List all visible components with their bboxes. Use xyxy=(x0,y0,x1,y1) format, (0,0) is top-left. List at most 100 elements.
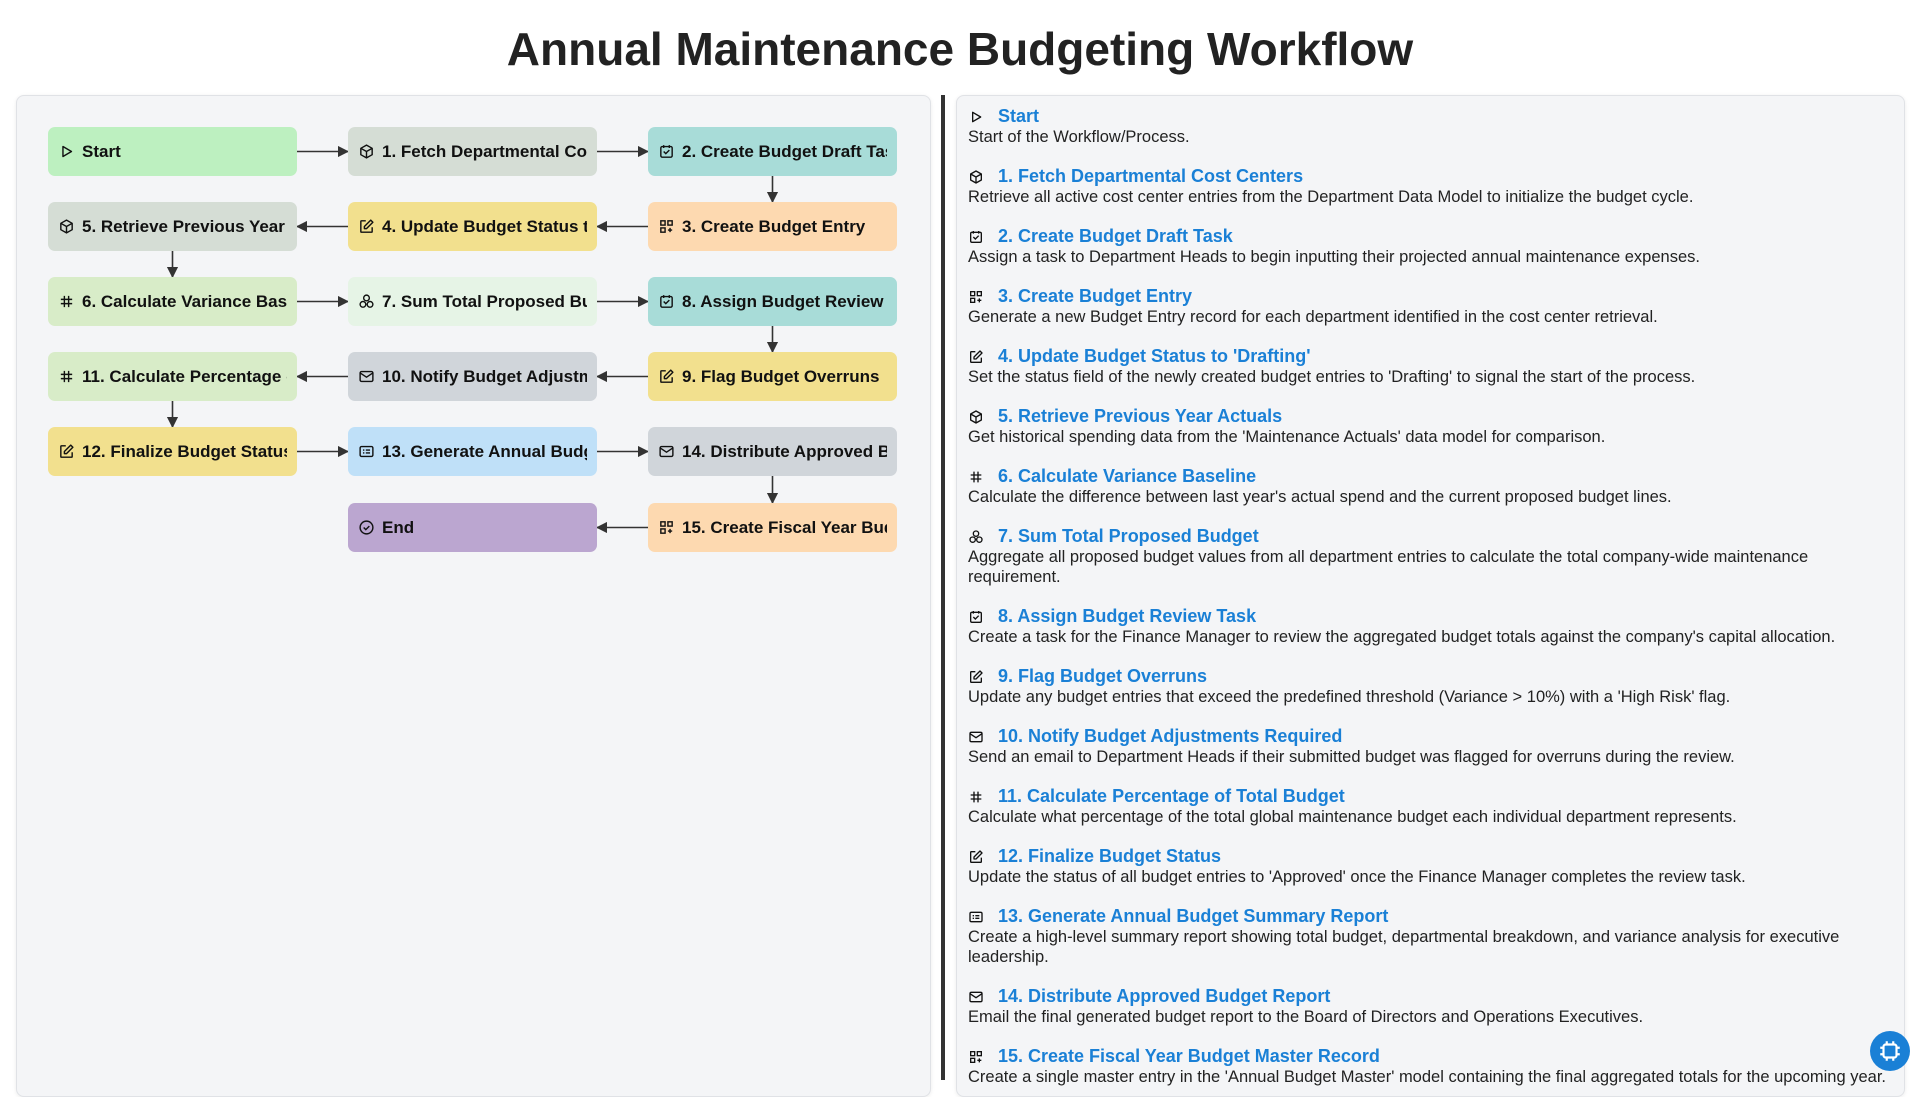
workflow-node: 5. Retrieve Previous Year Actuals xyxy=(48,202,297,251)
icon xyxy=(359,294,374,308)
icon-part xyxy=(969,535,976,543)
step-title: 13. Generate Annual Budget Summary Repor… xyxy=(998,906,1389,926)
step-title: 14. Distribute Approved Budget Report xyxy=(998,986,1331,1006)
step-description: Send an email to Department Heads if the… xyxy=(968,748,1735,766)
step-title-row: 12. Finalize Budget Status xyxy=(968,846,1892,867)
divider xyxy=(941,95,945,1080)
workflow-node: Start xyxy=(48,127,297,176)
step-title-row: 14. Distribute Approved Budget Report xyxy=(968,986,1892,1007)
icon xyxy=(969,731,983,742)
step-item: 12. Finalize Budget Status Update the sta… xyxy=(968,846,1892,887)
page-title: Annual Maintenance Budgeting Workflow xyxy=(506,23,1414,75)
step-item: 1. Fetch Departmental Cost Centers Retrie… xyxy=(968,166,1892,207)
icon xyxy=(60,295,73,308)
workflow-node: 3. Create Budget Entry xyxy=(648,202,897,251)
icon-part xyxy=(660,528,666,534)
icon-part xyxy=(660,370,673,383)
icon-part xyxy=(970,611,982,623)
step-description: Create a single master entry in the 'Ann… xyxy=(968,1068,1887,1086)
step-item: 9. Flag Budget Overruns Update any budget… xyxy=(968,666,1892,707)
icon-part xyxy=(363,219,374,230)
icon-part xyxy=(660,521,666,527)
icon xyxy=(970,230,982,243)
step-description: Aggregate all proposed budget values fro… xyxy=(968,548,1809,586)
icon-part xyxy=(659,447,674,454)
icon xyxy=(660,220,673,233)
icon-part xyxy=(359,372,374,379)
icon-part xyxy=(60,295,73,308)
step-description: Get historical spending data from the 'M… xyxy=(968,428,1606,446)
step-title: 11. Calculate Percentage of Total Budget xyxy=(998,786,1345,806)
workflow-node: 9. Flag Budget Overruns xyxy=(648,352,897,401)
step-title: 1. Fetch Departmental Cost Centers xyxy=(998,166,1304,186)
node-label: 1. Fetch Departmental Cost Centers xyxy=(382,141,587,161)
node-label: Start xyxy=(82,141,121,161)
icon-part xyxy=(977,1057,982,1062)
icon-part xyxy=(60,370,73,383)
icon xyxy=(60,444,74,458)
assistant-button[interactable] xyxy=(1870,1031,1910,1071)
icon-part xyxy=(660,295,673,308)
icon xyxy=(970,471,982,482)
workflow-node: 15. Create Fiscal Year Budget Master Rec… xyxy=(648,503,897,552)
step-description: Create a task for the Finance Manager to… xyxy=(968,628,1836,646)
icon-part xyxy=(970,471,982,482)
icon-part xyxy=(972,610,980,620)
step-description: Assign a task to Department Heads to beg… xyxy=(968,248,1700,266)
workflow-node: End xyxy=(348,503,597,552)
step-item: 7. Sum Total Proposed Budget Aggregate al… xyxy=(968,526,1892,587)
icon-part xyxy=(973,669,983,680)
workflow-node: 8. Assign Budget Review Task xyxy=(648,277,897,326)
step-item: 15. Create Fiscal Year Budget Master Rec… xyxy=(968,1046,1892,1087)
step-item: 10. Notify Budget Adjustments Required Se… xyxy=(968,726,1892,767)
icon-part xyxy=(977,297,982,302)
icon xyxy=(60,370,73,383)
icon-part xyxy=(970,297,976,303)
icon xyxy=(969,991,983,1002)
step-title: 10. Notify Budget Adjustments Required xyxy=(998,726,1343,746)
icon-part xyxy=(976,535,983,543)
icon xyxy=(660,295,673,308)
icon-part xyxy=(972,914,980,919)
node-label: 7. Sum Total Proposed Budget xyxy=(382,291,587,311)
icon-part xyxy=(667,521,673,527)
icon-part xyxy=(662,295,671,305)
step-title: 9. Flag Budget Overruns xyxy=(998,666,1208,686)
workflow-node: 13. Generate Annual Budget Summary Repor… xyxy=(348,427,597,476)
node-label: 6. Calculate Variance Baseline xyxy=(82,291,287,311)
icon xyxy=(970,409,982,424)
workflow-node: 6. Calculate Variance Baseline xyxy=(48,277,297,326)
step-description: Set the status field of the newly create… xyxy=(968,368,1696,386)
step-description: Calculate what percentage of the total g… xyxy=(968,808,1737,826)
icon xyxy=(660,369,674,383)
icon-part xyxy=(667,528,673,534)
node-label: 13. Generate Annual Budget Summary Repor… xyxy=(382,441,587,461)
step-title-row: 6. Calculate Variance Baseline xyxy=(968,466,1892,487)
workflow-node: 2. Create Budget Draft Task xyxy=(648,127,897,176)
icon-part xyxy=(359,300,367,308)
icon-part xyxy=(972,529,980,537)
workflow-node: 1. Fetch Departmental Cost Centers xyxy=(348,127,597,176)
chip-icon xyxy=(1880,1041,1900,1061)
step-title-row: 1. Fetch Departmental Cost Centers xyxy=(968,166,1892,187)
icon-part xyxy=(362,449,371,454)
icon-part xyxy=(359,520,374,535)
icon-part xyxy=(970,350,982,363)
icon-part xyxy=(969,732,983,738)
icon xyxy=(360,144,373,159)
workflow-canvas: Start 1. Fetch Departmental Cost Centers 2… xyxy=(16,95,931,1097)
icon-part xyxy=(667,220,673,226)
icon-part xyxy=(359,445,374,458)
step-title-row: 13. Generate Annual Budget Summary Repor… xyxy=(968,906,1892,927)
step-title-row: 7. Sum Total Proposed Budget xyxy=(968,526,1892,547)
node-label: 15. Create Fiscal Year Budget Master Rec… xyxy=(682,517,887,537)
step-item: 6. Calculate Variance Baseline Calculate … xyxy=(968,466,1892,507)
node-label: 10. Notify Budget Adjustments Required xyxy=(382,366,587,386)
icon xyxy=(970,849,983,863)
node-label: 8. Assign Budget Review Task xyxy=(682,291,887,311)
step-description: Create a high-level summary report showi… xyxy=(968,928,1840,966)
workflow-node: 10. Notify Budget Adjustments Required xyxy=(348,352,597,401)
step-description: Retrieve all active cost center entries … xyxy=(968,188,1694,206)
step-description: Update any budget entries that exceed th… xyxy=(968,688,1731,706)
